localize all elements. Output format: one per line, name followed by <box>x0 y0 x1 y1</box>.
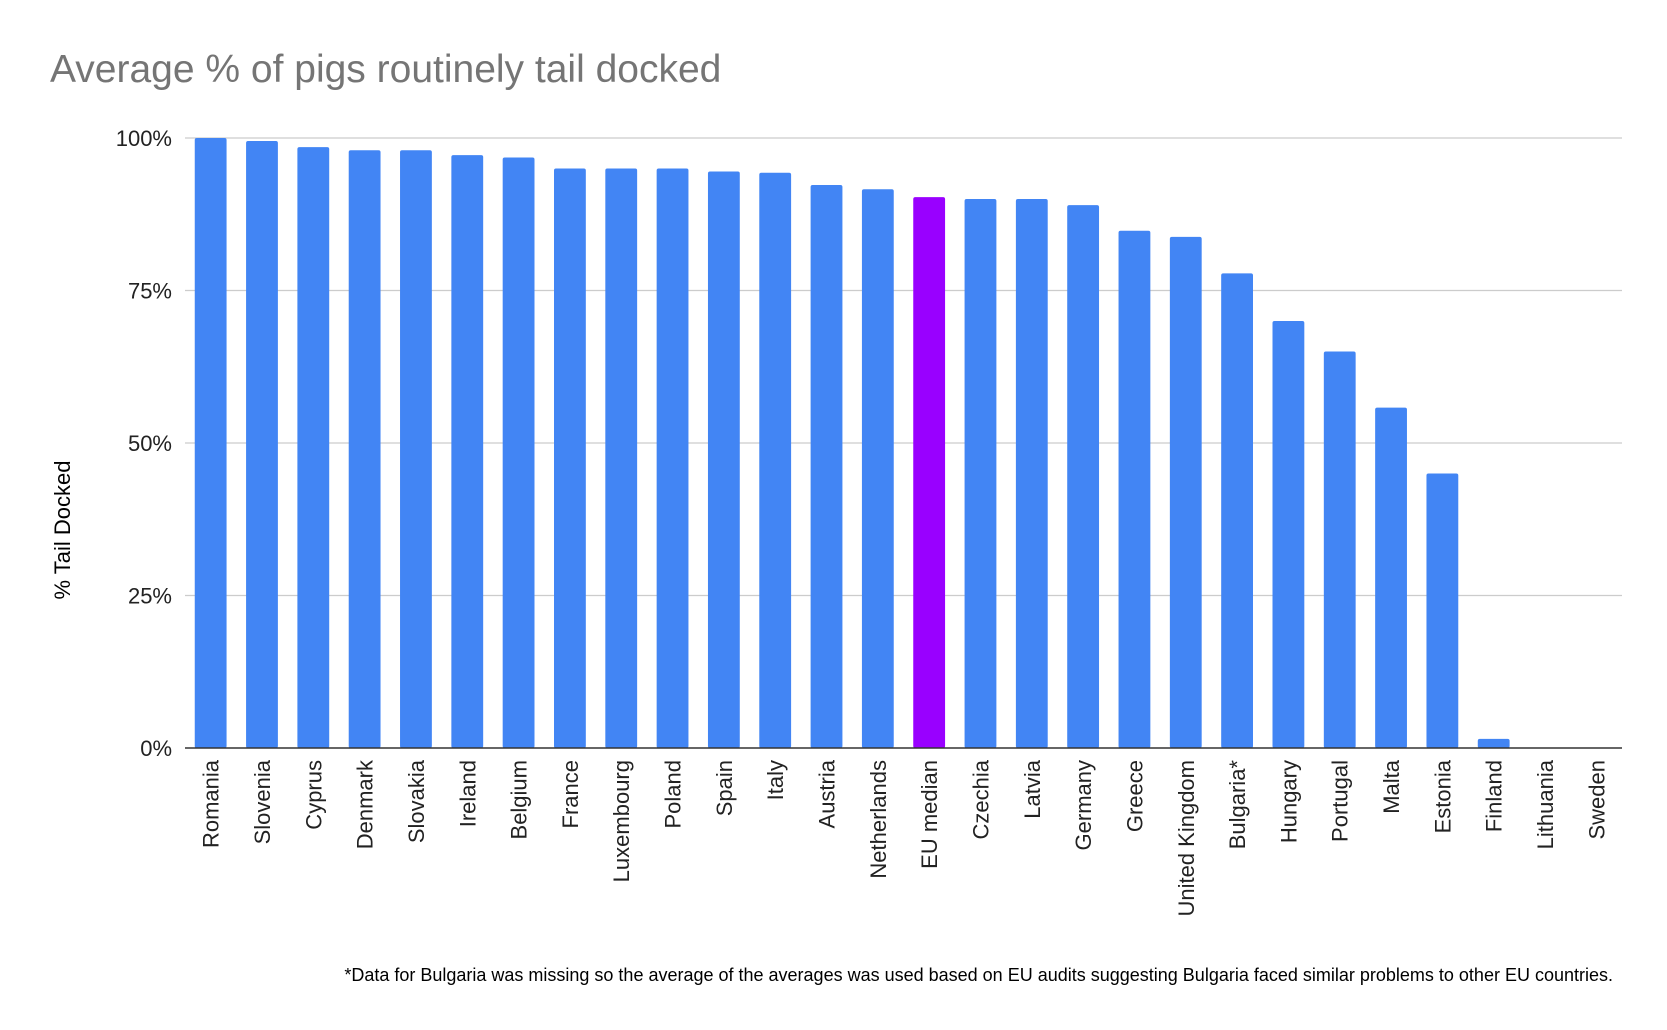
bar-slovakia <box>400 150 432 748</box>
bar-netherlands <box>861 189 894 749</box>
x-tick-label: EU median <box>917 760 942 869</box>
x-tick-label: Romania <box>199 759 224 848</box>
bar-denmark <box>348 150 381 748</box>
bar-luxembourg <box>605 168 638 748</box>
bar-slovenia <box>246 141 278 749</box>
x-tick-label: Hungary <box>1276 760 1301 843</box>
x-tick-label: Belgium <box>507 760 532 839</box>
y-axis-title: % Tail Docked <box>50 461 75 600</box>
bar-malta <box>1375 407 1407 748</box>
x-tick-label: Ireland <box>455 760 480 827</box>
chart-title: Average % of pigs routinely tail docked <box>50 48 721 91</box>
bar-czechia <box>964 199 997 748</box>
bar-hungary <box>1272 321 1305 748</box>
x-tick-label: Spain <box>712 760 737 816</box>
bar-portugal <box>1323 351 1356 748</box>
x-tick-label: Austria <box>815 759 840 828</box>
x-axis-category-labels: Romania Slovenia Cyprus Denmark Slovakia Irel… <box>199 759 1610 917</box>
bar-greece <box>1118 230 1151 749</box>
y-tick-label: 100% <box>116 126 172 151</box>
bar-estonia <box>1426 473 1459 748</box>
y-tick-label: 0% <box>140 736 172 761</box>
y-tick-label: 50% <box>128 431 172 456</box>
x-tick-label: Lithuania <box>1533 759 1558 849</box>
footnote: *Data for Bulgaria was missing so the av… <box>344 965 1613 985</box>
bar-poland <box>656 168 689 748</box>
bars <box>194 138 1510 749</box>
x-tick-label: France <box>558 760 583 828</box>
x-tick-label: Cyprus <box>301 760 326 830</box>
y-axis-ticks: 0% 25% 50% 75% 100% <box>116 126 172 761</box>
x-tick-label: Poland <box>661 760 686 829</box>
bar-latvia <box>1015 199 1048 748</box>
x-tick-label: Slovenia <box>250 759 275 844</box>
bar-belgium <box>502 157 535 748</box>
x-tick-label: Slovakia <box>404 759 429 843</box>
bar-bulgaria <box>1221 273 1253 748</box>
x-tick-label: Denmark <box>353 759 378 849</box>
y-tick-label: 75% <box>128 279 172 304</box>
bar-austria <box>810 184 843 749</box>
bar-france <box>554 168 586 748</box>
x-tick-label: Czechia <box>968 759 993 839</box>
x-tick-label: Sweden <box>1584 760 1609 840</box>
bar-germany <box>1067 205 1100 749</box>
x-tick-label: Latvia <box>1020 759 1045 818</box>
bar-eu-median <box>913 197 946 749</box>
x-tick-label: Luxembourg <box>609 760 634 882</box>
bar-italy <box>759 172 792 748</box>
bar-cyprus <box>297 147 330 748</box>
x-tick-label: Bulgaria* <box>1225 760 1250 850</box>
x-tick-label: Malta <box>1379 759 1404 814</box>
x-tick-label: Finland <box>1482 760 1507 832</box>
x-tick-label: Germany <box>1071 760 1096 850</box>
x-tick-label: United Kingdom <box>1174 760 1199 917</box>
bar-spain <box>707 171 740 749</box>
bar-romania <box>194 138 227 748</box>
bar-ireland <box>451 155 484 748</box>
y-tick-label: 25% <box>128 584 172 609</box>
x-tick-label: Netherlands <box>866 760 891 879</box>
x-tick-label: Estonia <box>1430 759 1455 833</box>
x-tick-label: Italy <box>763 760 788 800</box>
bar-united-kingdom <box>1169 236 1202 748</box>
x-tick-label: Portugal <box>1328 760 1353 842</box>
bar-finland <box>1477 738 1510 748</box>
x-tick-label: Greece <box>1122 760 1147 832</box>
